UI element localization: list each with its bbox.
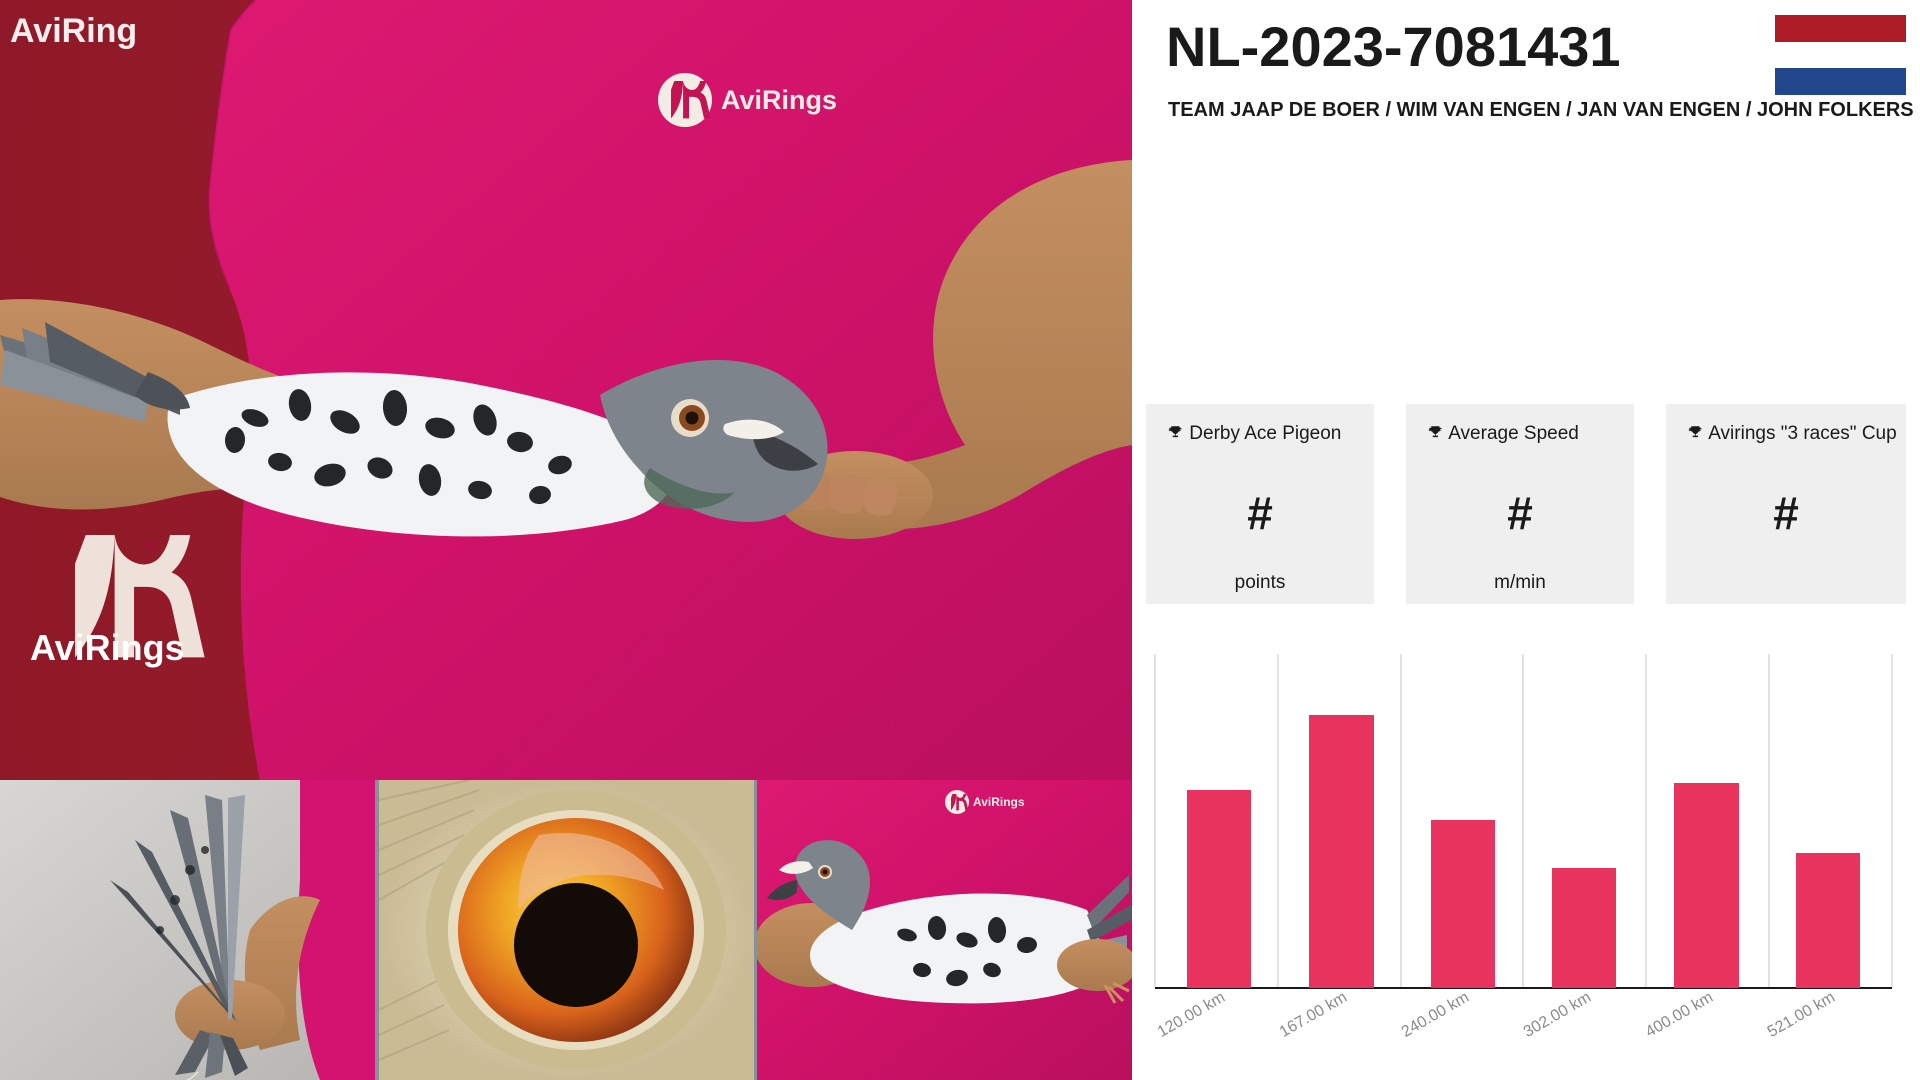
svg-text:302.00 km: 302.00 km (1521, 989, 1594, 1041)
svg-text:AviRings: AviRings (30, 627, 185, 668)
svg-text:400.00 km: 400.00 km (1643, 989, 1716, 1041)
svg-text:AviRings: AviRings (973, 795, 1025, 809)
svg-text:AviRing: AviRing (10, 12, 137, 50)
svg-text:AviRings: AviRings (721, 85, 837, 115)
svg-text:240.00 km: 240.00 km (1399, 989, 1472, 1041)
svg-text:521.00 km: 521.00 km (1765, 989, 1838, 1041)
svg-text:120.00 km: 120.00 km (1155, 989, 1228, 1041)
svg-text:167.00 km: 167.00 km (1277, 989, 1350, 1041)
